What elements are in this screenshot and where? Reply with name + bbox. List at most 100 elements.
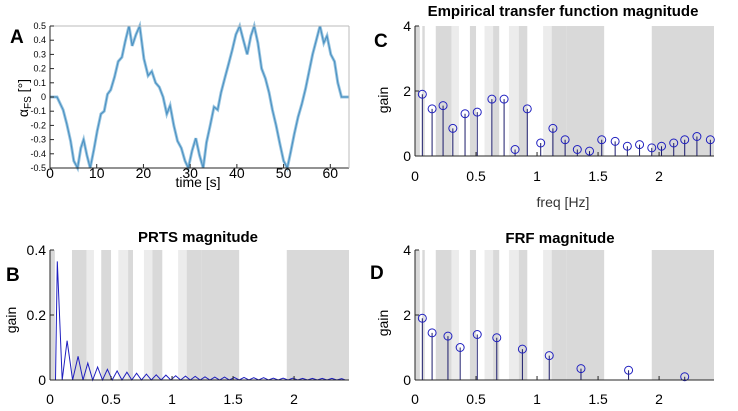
panel-d-y-tick-label: 0 — [403, 372, 411, 388]
panel-d-shaded-band — [469, 250, 477, 380]
panel-a-y-tick-label: -0.3 — [30, 135, 46, 145]
panel-d-shaded-band — [435, 250, 452, 380]
panel-c-stem-marker — [669, 138, 679, 148]
panel-d-stem-marker — [492, 333, 502, 343]
panel-c-y-tick-label: 0 — [403, 148, 411, 164]
panel-c-stem-marker — [635, 140, 645, 150]
panel-c-stem-marker — [692, 132, 702, 141]
panel-c-shaded-band — [518, 26, 528, 156]
panel-c-x-tick-label: 1.5 — [588, 168, 608, 184]
panel-d-shaded-band — [508, 250, 519, 380]
panel-c-stem-marker — [585, 146, 595, 156]
panel-c-x-tick-label: 2 — [655, 168, 663, 184]
panel-a-y-tick-label: -0.5 — [30, 163, 46, 173]
panel-a-y-tick-label: 0.4 — [33, 35, 46, 45]
panel-c-shaded-band — [551, 26, 567, 156]
panel-a-x-tick-label: 20 — [136, 165, 152, 181]
panel-d-shaded-band — [422, 250, 425, 380]
panel-b-y-tick-label: 0 — [38, 372, 46, 388]
panel-c-shaded-band — [469, 26, 477, 156]
panel-c-shaded-band — [493, 26, 500, 156]
panel-c-stem-marker — [427, 104, 437, 114]
panel-c-stem-marker — [560, 135, 570, 145]
panel-b-shaded-band — [71, 250, 87, 380]
panel-a-y-label-main: α — [15, 109, 31, 117]
panel-d-shaded-band — [651, 250, 714, 380]
panel-b-shaded-band — [186, 250, 202, 380]
panel-c-shaded-band — [484, 26, 494, 156]
panel-b-y-tick-label: 0.4 — [27, 242, 47, 258]
panel-b-letter: B — [6, 265, 20, 286]
panel-a-y-tick-label: -0.2 — [30, 120, 46, 130]
panel-c-y-tick-label: 2 — [403, 83, 411, 99]
panel-c-shaded-band — [451, 26, 459, 156]
panel-a-x-tick-label: 0 — [46, 165, 54, 181]
panel-c-letter: C — [374, 31, 388, 52]
panel-a-x-tick-label: 40 — [229, 165, 245, 181]
panel-c-stem-marker — [510, 145, 520, 154]
panel-a-y-axis-label: αFS [°] — [15, 79, 34, 117]
panel-c-x-axis-label: freq [Hz] — [537, 194, 590, 210]
panel-a-y-tick-label: -0.1 — [30, 106, 46, 116]
panel-c-stem-marker — [680, 135, 690, 145]
panel-c-shaded-band — [566, 26, 605, 156]
panel-c-shaded-band — [651, 26, 714, 156]
panel-c-stem-marker — [647, 143, 657, 153]
panel-d-stem-marker — [443, 331, 453, 341]
panel-d-stem-marker — [517, 344, 527, 354]
panel-d-x-tick-label: 2 — [655, 391, 663, 407]
panel-a-x-tick-label: 50 — [276, 165, 292, 181]
panel-c-y-axis-label: gain — [375, 87, 391, 113]
panel-c-stem-marker — [472, 107, 482, 117]
panel-a-y-label-unit: [°] — [15, 79, 31, 96]
panel-d-shaded-band — [518, 250, 528, 380]
panel-b: PRTS magnitude B gain 0 0.2 0.4 0 0.5 1 1.5 2 — [3, 229, 349, 407]
panel-c-stem-marker — [460, 109, 470, 119]
panel-a-x-tick-label: 10 — [89, 165, 105, 181]
panel-c-stem-marker — [610, 136, 620, 146]
panel-c-title: Empirical transfer function magnitude — [428, 3, 699, 20]
panel-c-x-tick-label: 1 — [533, 168, 541, 184]
panel-b-shaded-band — [86, 250, 94, 380]
panel-d-stem-marker — [427, 328, 437, 338]
panel-a: A αFS [°] time [s] -0.5 -0.4 -0.3 -0.2 -0.1 0… — [10, 20, 350, 190]
panel-b-x-tick-label: 2 — [290, 391, 298, 407]
panel-c-stem-marker — [487, 94, 497, 104]
panel-d-title: FRF magnitude — [505, 230, 614, 247]
panel-a-y-tick-label: 0.3 — [33, 49, 46, 59]
panel-c-stem-marker — [705, 135, 715, 145]
panel-c-shaded-band — [422, 26, 425, 156]
panel-a-x-tick-label: 30 — [182, 165, 198, 181]
panel-c-stem-marker — [572, 145, 582, 154]
panel-d-stem-marker — [576, 364, 586, 374]
panel-b-shaded-band — [152, 250, 163, 380]
panel-d-stem-marker — [417, 313, 427, 323]
panel-d-shaded-band — [451, 250, 459, 380]
panel-d-shaded-band — [484, 250, 494, 380]
panel-a-y-tick-label: 0.1 — [33, 78, 46, 88]
panel-a-y-label-sub: FS — [23, 96, 34, 109]
panel-c-stem-marker — [417, 89, 427, 99]
panel-c: Empirical transfer function magnitude C … — [374, 3, 715, 210]
panel-b-shaded-band — [286, 250, 349, 380]
panel-d: FRF magnitude D gain 0 2 4 0 0.5 1 1.5 2 — [370, 230, 714, 407]
panel-a-x-axis-label: time [s] — [175, 174, 220, 190]
panel-c-shaded-band — [543, 26, 552, 156]
panel-c-shaded-band — [508, 26, 519, 156]
panel-c-x-tick-label: 0 — [411, 168, 419, 184]
panel-d-stem-marker — [680, 372, 690, 382]
panel-d-shaded-band — [566, 250, 605, 380]
panel-d-x-tick-label: 1 — [533, 391, 541, 407]
panel-b-shaded-band — [178, 250, 187, 380]
panel-b-title: PRTS magnitude — [138, 229, 258, 246]
panel-d-x-tick-label: 1.5 — [588, 391, 608, 407]
panel-c-stem-marker — [522, 104, 532, 114]
panel-a-x-tick-label: 60 — [323, 165, 339, 181]
panel-a-y-tick-label: 0.5 — [33, 21, 46, 31]
panel-d-x-tick-label: 0.5 — [466, 391, 486, 407]
panel-b-shaded-band — [118, 250, 129, 380]
panel-a-y-tick-label: -0.4 — [30, 149, 46, 159]
panel-b-shaded-band — [128, 250, 133, 380]
panel-d-shaded-band — [551, 250, 567, 380]
